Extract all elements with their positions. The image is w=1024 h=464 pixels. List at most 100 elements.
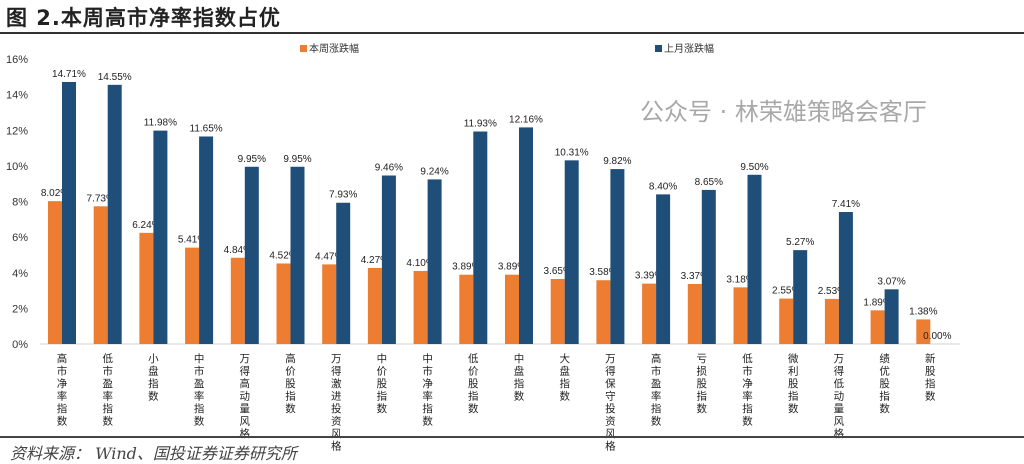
bar-this-week (824, 298, 839, 344)
data-label-last-month: 0.00% (923, 331, 951, 342)
bar-last-month (747, 174, 762, 344)
data-label-this-week: 3.18% (726, 274, 754, 285)
data-label-this-week: 2.55% (772, 286, 800, 297)
legend-swatch-1 (655, 45, 662, 52)
data-label-this-week: 1.38% (909, 306, 937, 317)
x-tick-label: 中市盈率指数 (194, 352, 205, 428)
y-tick-label: 16% (6, 54, 28, 66)
bar-this-week (687, 283, 702, 344)
bar-this-week (139, 232, 154, 344)
source-note: 资料来源： Wind、国投证券证券研究所 (10, 444, 297, 463)
bar-this-week (413, 270, 428, 344)
y-tick-label: 14% (6, 90, 28, 102)
x-tick-label: 亏损股指数 (697, 353, 708, 415)
bar-last-month (427, 179, 442, 344)
bar-last-month (381, 175, 396, 344)
data-label-this-week: 3.39% (635, 271, 663, 282)
bar-this-week (779, 298, 794, 344)
data-label-last-month: 9.50% (740, 162, 768, 173)
bar-last-month (199, 136, 214, 344)
x-tick-label: 低市盈率指数 (102, 352, 113, 428)
data-label-last-month: 8.65% (695, 177, 723, 188)
bar-last-month (519, 127, 533, 345)
x-tick-label: 小盘指数 (148, 353, 159, 403)
data-label-this-week: 2.53% (818, 286, 846, 297)
x-tick-label: 高市净率指数 (57, 352, 68, 428)
data-label-this-week: 4.10% (406, 258, 434, 269)
data-label-last-month: 7.41% (832, 199, 860, 210)
data-label-last-month: 14.55% (98, 72, 132, 83)
data-label-last-month: 11.93% (464, 118, 497, 129)
data-label-this-week: 4.84% (224, 245, 252, 256)
x-tick-label: 高价股指数 (285, 352, 296, 415)
x-tick-label: 万得低动量风格 (834, 353, 845, 440)
data-label-last-month: 14.71% (52, 69, 86, 80)
x-tick-label: 低市净率指数 (742, 352, 753, 428)
bar-last-month (838, 212, 853, 344)
bar-this-week (596, 280, 611, 344)
bar-this-week (733, 287, 748, 344)
bar-this-week (550, 278, 565, 344)
figure-title: 图 2.本周高市净率指数占优 (6, 6, 281, 30)
data-label-this-week: 3.89% (452, 262, 480, 273)
bar-last-month (473, 131, 488, 344)
bar-this-week (185, 247, 200, 344)
data-label-last-month: 9.95% (283, 154, 311, 165)
data-label-last-month: 11.98% (144, 118, 177, 129)
data-label-this-week: 3.89% (498, 262, 526, 273)
x-tick-label: 绩优股指数 (879, 352, 890, 415)
data-label-this-week: 4.47% (315, 251, 343, 262)
data-label-last-month: 10.31% (555, 147, 589, 158)
data-label-this-week: 8.02% (41, 188, 69, 199)
x-tick-label: 大盘指数 (559, 352, 570, 403)
title-divider (0, 32, 1024, 34)
legend-label-0: 本周涨跌幅 (309, 42, 359, 55)
x-tick-label: 中盘指数 (514, 352, 525, 403)
y-tick-label: 10% (6, 161, 28, 173)
data-label-this-week: 6.24% (132, 220, 160, 231)
bar-last-month (107, 84, 122, 344)
data-label-last-month: 3.07% (877, 276, 905, 287)
data-label-this-week: 4.52% (269, 250, 297, 261)
bar-last-month (62, 81, 76, 345)
x-tick-label: 中市净率指数 (422, 352, 433, 428)
data-label-last-month: 9.24% (420, 166, 448, 177)
data-label-last-month: 9.46% (375, 162, 403, 173)
data-label-this-week: 5.41% (178, 235, 206, 246)
bar-this-week (642, 283, 657, 344)
y-tick-label: 12% (6, 125, 28, 137)
bar-last-month (884, 289, 899, 344)
bar-this-week (367, 267, 382, 344)
bar-last-month (656, 194, 671, 344)
x-tick-label: 中价股指数 (377, 352, 388, 415)
x-tick-label: 新股指数 (925, 352, 936, 403)
bar-this-week (48, 201, 62, 344)
y-tick-label: 4% (12, 268, 28, 280)
x-tick-label: 万得保守投资风格 (605, 353, 616, 453)
bar-last-month (244, 166, 259, 344)
data-label-this-week: 1.89% (863, 297, 891, 308)
x-tick-label: 万得高动量风格 (240, 353, 251, 440)
data-label-this-week: 3.58% (589, 267, 617, 278)
x-tick-label: 高市盈率指数 (651, 352, 662, 428)
bar-last-month (153, 130, 168, 344)
data-label-last-month: 12.16% (509, 114, 543, 125)
bar-this-week (916, 319, 931, 344)
bar-this-week (322, 264, 337, 344)
y-tick-label: 6% (12, 232, 28, 244)
bar-last-month (336, 202, 351, 344)
data-label-this-week: 4.27% (361, 255, 389, 266)
x-tick-label: 万得激进投资风格 (331, 353, 342, 453)
legend-label-1: 上月涨跌幅 (664, 42, 714, 55)
data-label-last-month: 9.82% (603, 156, 631, 167)
data-label-this-week: 7.73% (87, 193, 115, 204)
y-tick-label: 2% (12, 303, 28, 315)
source-divider (0, 436, 1024, 438)
bar-last-month (793, 250, 808, 344)
x-tick-label: 低价股指数 (468, 352, 479, 415)
bar-last-month (290, 166, 305, 344)
data-label-last-month: 8.40% (649, 181, 677, 192)
data-label-last-month: 9.95% (238, 154, 266, 165)
legend-swatch-0 (300, 45, 307, 52)
